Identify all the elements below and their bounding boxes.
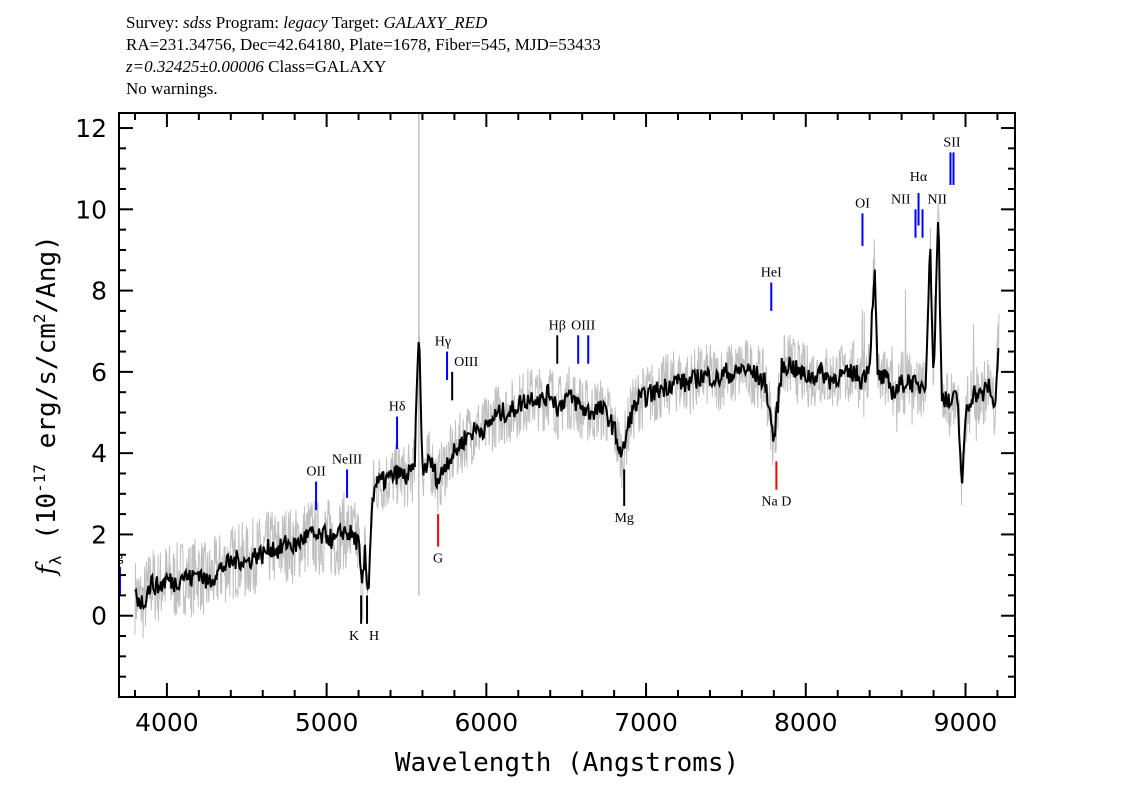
x-tick-label: 6000	[455, 708, 519, 737]
line-label: Hα	[910, 170, 928, 185]
survey-value: sdss	[183, 13, 212, 32]
y-tick-label: 2	[91, 520, 107, 549]
line-label: Hβ	[549, 318, 566, 333]
target-value: GALAXY_RED	[383, 13, 488, 32]
line-label: HeI	[761, 265, 782, 280]
line-label: g	[116, 550, 123, 565]
line-label: OIII	[571, 318, 595, 333]
header-line-1: Survey: sdss Program: legacy Target: GAL…	[126, 13, 488, 32]
line-label: OIII	[454, 355, 478, 370]
header-warnings: No warnings.	[126, 79, 218, 98]
y-tick-label: 8	[91, 277, 107, 306]
y-tick-label: 4	[91, 439, 107, 468]
x-tick-label: 4000	[135, 708, 199, 737]
line-label: SII	[943, 135, 960, 150]
line-label: NeIII	[332, 452, 363, 467]
line-label: K	[349, 629, 359, 644]
line-label: Mg	[614, 511, 633, 526]
y-tick-label: 12	[75, 114, 107, 143]
spectrum-header: Survey: sdss Program: legacy Target: GAL…	[126, 12, 601, 100]
flux-series	[134, 221, 1000, 611]
line-label: Na D	[761, 495, 791, 510]
line-label: OII	[306, 465, 326, 480]
y-tick-label: 0	[91, 602, 107, 631]
line-label: NII	[928, 192, 948, 207]
x-tick-label: 9000	[934, 708, 998, 737]
header-line-2: RA=231.34756, Dec=42.64180, Plate=1678, …	[126, 35, 601, 54]
x-tick-label: 5000	[295, 708, 359, 737]
program-value: legacy	[283, 13, 328, 32]
line-label: Hδ	[389, 400, 406, 415]
y-tick-label: 6	[91, 358, 107, 387]
y-axis-label: fλ (10-17 erg/s/cm2/Ang)	[30, 235, 65, 577]
line-label: G	[433, 552, 443, 567]
header-line-3: z=0.32425±0.00006 Class=GALAXY	[126, 56, 601, 78]
redshift: z=0.32425±0.00006	[126, 57, 264, 76]
y-tick-label: 10	[75, 195, 107, 224]
line-label: OI	[855, 196, 870, 211]
x-axis-label: Wavelength (Angstroms)	[395, 748, 739, 778]
plot-frame	[118, 112, 1016, 698]
noisy-flux-series	[134, 203, 1000, 638]
x-tick-label: 8000	[774, 708, 838, 737]
line-label: H	[369, 629, 379, 644]
x-tick-label: 7000	[614, 708, 678, 737]
line-label: Hγ	[435, 335, 451, 350]
class: Class=GALAXY	[268, 57, 387, 76]
line-label: NII	[891, 192, 911, 207]
